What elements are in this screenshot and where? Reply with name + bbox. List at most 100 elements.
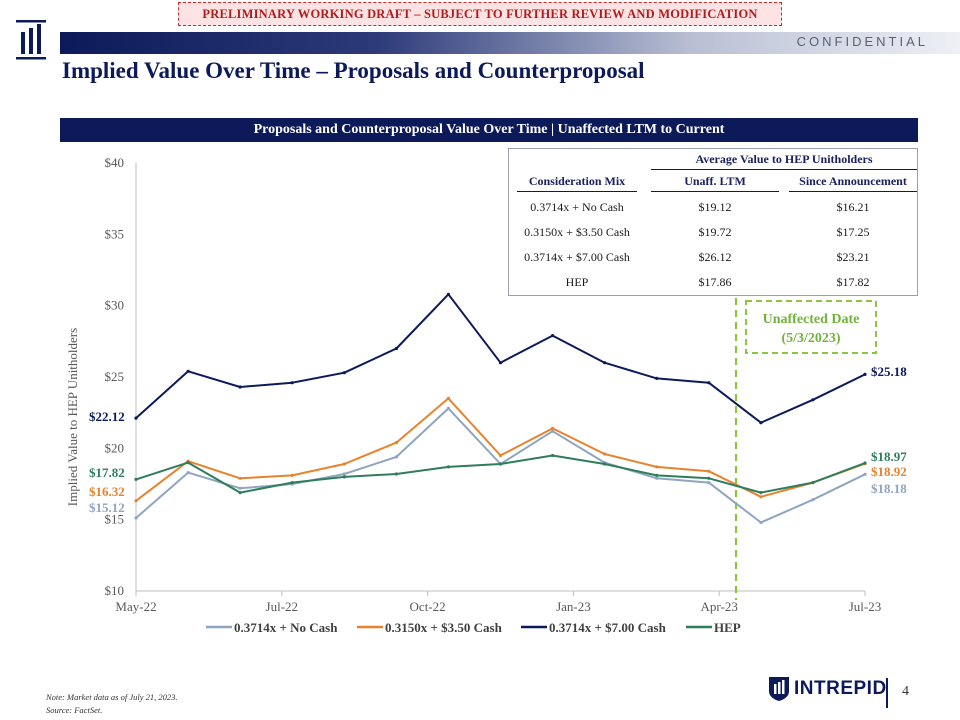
legend-label: 0.3150x + $3.50 Cash bbox=[385, 620, 503, 635]
series-end-label: $25.18 bbox=[871, 364, 907, 379]
logo-divider bbox=[886, 678, 888, 708]
data-point bbox=[759, 421, 763, 425]
data-point bbox=[811, 498, 815, 502]
data-point bbox=[498, 453, 503, 458]
data-point bbox=[134, 499, 138, 503]
series-end-label: $18.97 bbox=[871, 449, 907, 464]
table-cell-ltm: $26.12 bbox=[698, 250, 732, 264]
data-point bbox=[655, 476, 659, 480]
series-end-label: $18.92 bbox=[871, 464, 907, 479]
data-point bbox=[238, 486, 242, 490]
x-tick-label: Jul-23 bbox=[849, 599, 882, 614]
table-cell-mix: HEP bbox=[565, 275, 589, 289]
data-point bbox=[498, 462, 503, 466]
data-point bbox=[290, 473, 294, 477]
data-point bbox=[134, 516, 138, 520]
table-cell-mix: 0.3714x + No Cash bbox=[530, 200, 624, 214]
y-tick-label: $35 bbox=[105, 226, 125, 241]
table-cell-since: $17.82 bbox=[836, 275, 870, 289]
slide-title: Implied Value Over Time – Proposals and … bbox=[62, 58, 645, 83]
data-point bbox=[290, 381, 294, 385]
table-col-unaff-ltm: Unaff. LTM bbox=[651, 174, 779, 192]
data-point bbox=[759, 495, 763, 499]
table-col-consideration-mix: Consideration Mix bbox=[517, 174, 637, 192]
data-point bbox=[446, 396, 450, 400]
intrepid-shield-icon bbox=[769, 677, 789, 701]
data-point bbox=[238, 385, 242, 389]
data-point bbox=[394, 455, 398, 459]
data-point bbox=[446, 292, 450, 296]
data-point bbox=[655, 465, 659, 469]
legend-label: HEP bbox=[714, 620, 741, 635]
unaffected-date-label: (5/3/2023) bbox=[781, 331, 840, 346]
x-tick-label: Oct-22 bbox=[410, 599, 446, 614]
data-point bbox=[551, 453, 555, 458]
y-axis-title: Implied Value to HEP Unitholders bbox=[65, 328, 80, 506]
unaffected-date-box bbox=[745, 300, 877, 354]
data-point bbox=[290, 481, 294, 485]
table-cell-since: $23.21 bbox=[836, 250, 870, 264]
data-point bbox=[186, 471, 190, 475]
data-point bbox=[603, 462, 607, 466]
data-point bbox=[707, 381, 711, 385]
page-number: 4 bbox=[902, 684, 909, 699]
x-tick-label: Jul-22 bbox=[266, 599, 299, 614]
data-point bbox=[863, 372, 867, 376]
data-point bbox=[811, 481, 815, 485]
data-point bbox=[655, 473, 659, 477]
draft-banner: PRELIMINARY WORKING DRAFT – SUBJECT TO F… bbox=[178, 2, 782, 26]
data-point bbox=[863, 472, 867, 476]
y-tick-label: $25 bbox=[105, 369, 125, 384]
data-point bbox=[342, 472, 346, 476]
y-tick-label: $15 bbox=[105, 512, 125, 527]
data-point bbox=[394, 472, 398, 476]
data-point bbox=[707, 469, 711, 473]
footnote-source: Source: FactSet. bbox=[46, 705, 103, 715]
series-start-label: $17.82 bbox=[89, 465, 125, 480]
table-cell-ltm: $17.86 bbox=[698, 275, 732, 289]
data-point bbox=[603, 452, 607, 456]
data-point bbox=[707, 481, 711, 485]
series-end-label: $18.18 bbox=[871, 481, 907, 496]
y-tick-label: $40 bbox=[105, 155, 125, 170]
data-point bbox=[551, 429, 555, 433]
series-start-label: $16.32 bbox=[89, 484, 125, 499]
confidential-label: CONFIDENTIAL bbox=[796, 34, 928, 49]
data-point bbox=[863, 461, 867, 465]
data-point bbox=[394, 441, 398, 445]
y-tick-label: $20 bbox=[105, 440, 125, 455]
series-start-label: $15.12 bbox=[89, 500, 125, 515]
table-cell-mix: 0.3150x + $3.50 Cash bbox=[524, 225, 630, 239]
intrepid-mark-icon bbox=[16, 20, 46, 60]
data-point bbox=[707, 476, 711, 480]
header-gradient-bar bbox=[60, 32, 960, 54]
unaffected-date-label: Unaffected Date bbox=[763, 312, 860, 327]
data-point bbox=[603, 361, 607, 365]
data-point bbox=[238, 491, 242, 495]
table-group-header: Average Value to HEP Unitholders bbox=[651, 152, 917, 170]
table-cell-ltm: $19.72 bbox=[698, 225, 732, 239]
chart-header-bar: Proposals and Counterproposal Value Over… bbox=[60, 118, 918, 142]
average-value-table: Average Value to HEP Unitholders Conside… bbox=[508, 148, 918, 296]
y-tick-label: $30 bbox=[105, 298, 125, 313]
data-point bbox=[342, 371, 346, 375]
data-point bbox=[551, 426, 555, 430]
table-col-since-announcement: Since Announcement bbox=[789, 174, 917, 192]
data-point bbox=[342, 475, 346, 479]
table-cell-since: $16.21 bbox=[836, 200, 870, 214]
data-point bbox=[134, 477, 138, 481]
table-cell-mix: 0.3714x + $7.00 Cash bbox=[524, 250, 630, 264]
x-tick-label: Jan-23 bbox=[556, 599, 591, 614]
data-point bbox=[446, 406, 450, 410]
data-point bbox=[394, 346, 398, 351]
data-point bbox=[342, 462, 346, 466]
intrepid-logo: INTREPID bbox=[768, 676, 887, 702]
data-point bbox=[551, 334, 555, 338]
table-cell-since: $17.25 bbox=[836, 225, 870, 239]
table-cell-ltm: $19.12 bbox=[698, 200, 732, 214]
x-tick-label: Apr-23 bbox=[701, 599, 738, 614]
data-point bbox=[759, 491, 763, 495]
intrepid-wordmark: INTREPID bbox=[794, 678, 887, 699]
data-point bbox=[186, 369, 190, 373]
